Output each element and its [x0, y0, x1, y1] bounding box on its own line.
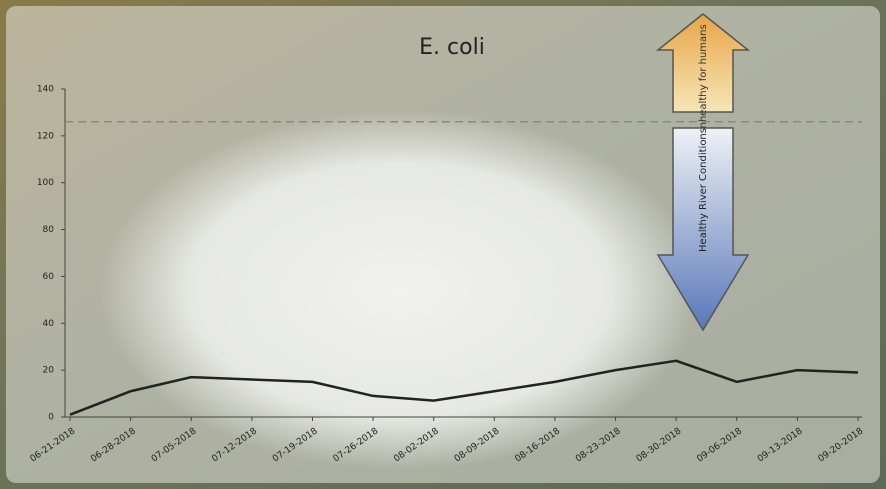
y-tick-label: 20	[43, 366, 55, 376]
y-tick-label: 140	[37, 85, 54, 95]
y-tick-label: 100	[37, 178, 54, 188]
unhealthy-arrow: Unhealthy for humans	[655, 13, 751, 136]
annotation: Healthy River Conditions	[698, 128, 709, 252]
healthy-arrow: Healthy River Conditions	[656, 127, 750, 332]
annotation: Unhealthy for humans	[698, 24, 709, 135]
y-tick-label: 40	[43, 319, 55, 329]
y-tick-label: 60	[43, 272, 55, 282]
y-tick-label: 80	[43, 225, 55, 235]
data-line	[69, 359, 859, 416]
y-tick-label: 120	[37, 131, 54, 141]
chart-title: E. coli	[419, 35, 485, 60]
overlay	[6, 6, 880, 483]
y-tick-label: 0	[48, 413, 54, 423]
